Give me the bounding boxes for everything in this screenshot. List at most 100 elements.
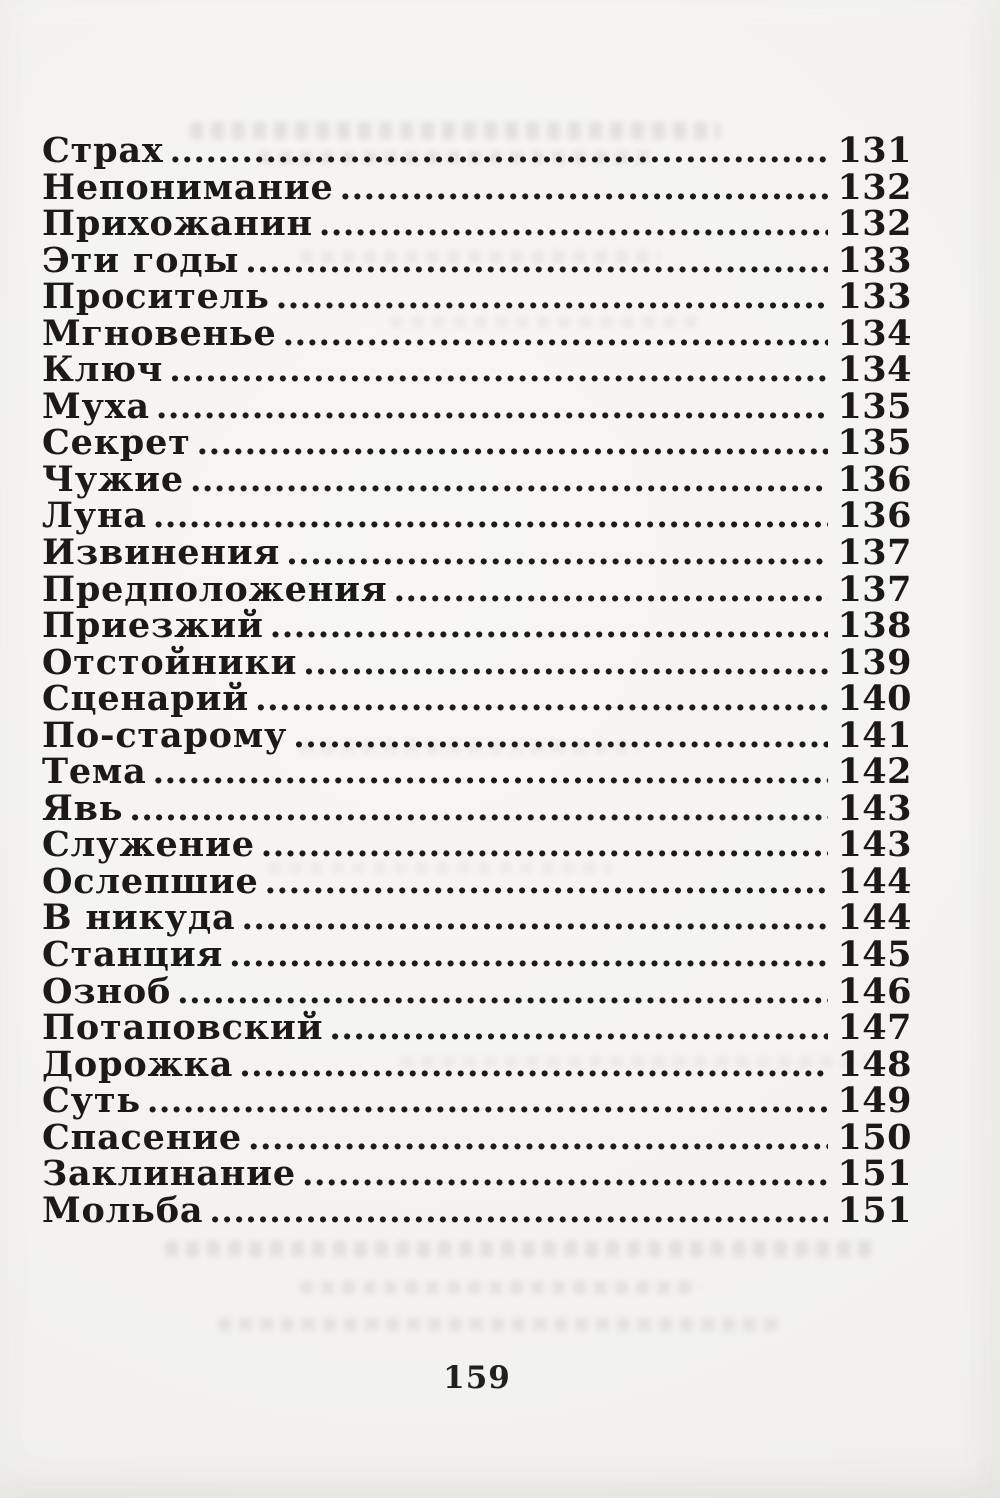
toc-entry: Прихожанин 132 xyxy=(42,206,912,243)
dot-leader xyxy=(255,681,828,718)
toc-entry-page: 144 xyxy=(837,897,912,939)
toc-entry-title: Эти годы xyxy=(42,239,240,281)
dot-leader xyxy=(239,1047,828,1084)
dot-leader xyxy=(129,791,828,828)
toc-entry-page: 134 xyxy=(837,312,912,354)
toc-entry: Извинения 137 xyxy=(42,532,912,574)
toc-entry-title: Суть xyxy=(42,1080,141,1122)
toc-list: Страх 131 Непонимание 132 Прихожанин 132… xyxy=(42,130,912,1231)
toc-entry: В никуда 144 xyxy=(42,900,912,937)
toc-entry: Станция 145 xyxy=(42,934,912,976)
toc-entry: Заклинание 151 xyxy=(42,1156,912,1193)
dot-leader xyxy=(293,718,828,755)
toc-entry: Служение 143 xyxy=(42,827,912,864)
toc-entry: Тема 142 xyxy=(42,754,912,791)
toc-entry-title: Мгновенье xyxy=(42,312,277,354)
toc-entry-title: Тема xyxy=(42,751,147,793)
toc-entry-page: 141 xyxy=(837,714,912,756)
toc-entry-title: Заклинание xyxy=(42,1153,296,1195)
toc-entry-page: 146 xyxy=(837,970,912,1012)
toc-entry-title: Извинения xyxy=(42,532,281,574)
toc-entry: Ослепшие 144 xyxy=(42,860,912,902)
toc-entry: Страх 131 xyxy=(42,130,912,171)
toc-entry: Муха 135 xyxy=(42,385,912,427)
toc-entry-page: 148 xyxy=(837,1043,912,1085)
toc-entry-page: 134 xyxy=(837,349,912,391)
dot-leader xyxy=(245,243,828,280)
toc-entry-title: По-старому xyxy=(42,714,288,756)
toc-entry: Отстойники 139 xyxy=(42,641,912,683)
toc-entry: Озноб 146 xyxy=(42,970,912,1012)
toc-entry: Предположения 137 xyxy=(42,568,912,610)
toc-entry-page: 144 xyxy=(837,860,912,902)
dot-leader xyxy=(302,1156,828,1193)
dot-leader xyxy=(177,974,828,1011)
toc-entry: По-старому 141 xyxy=(42,714,912,756)
toc-entry-title: Отстойники xyxy=(42,641,298,683)
toc-entry-title: Страх xyxy=(42,130,164,171)
toc-entry-page: 140 xyxy=(837,678,912,720)
dot-leader xyxy=(340,170,829,207)
toc-entry: Спасение 150 xyxy=(42,1116,912,1158)
toc-entry-title: Чужие xyxy=(42,458,184,500)
toc-entry-title: Приезжий xyxy=(42,605,264,647)
toc-entry-title: Дорожка xyxy=(42,1043,234,1085)
toc-entry: Эти годы 133 xyxy=(42,239,912,281)
toc-entry-title: В никуда xyxy=(42,897,236,939)
dot-leader xyxy=(303,645,828,682)
dot-leader xyxy=(209,1193,828,1230)
toc-entry: Сценарий 140 xyxy=(42,681,912,718)
dot-leader xyxy=(248,1120,828,1157)
toc-entry: Мгновенье 134 xyxy=(42,312,912,354)
dot-leader xyxy=(283,316,829,353)
toc-entry-title: Служение xyxy=(42,824,255,866)
toc-entry-title: Сценарий xyxy=(42,678,250,720)
dot-leader xyxy=(170,133,829,170)
dot-leader xyxy=(190,462,829,499)
toc-entry: Ключ 134 xyxy=(42,352,912,389)
toc-entry-page: 131 xyxy=(837,130,912,171)
toc-entry-page: 139 xyxy=(837,641,912,683)
toc-entry-title: Секрет xyxy=(42,422,191,464)
dot-leader xyxy=(153,754,829,791)
showthrough-streak xyxy=(165,1241,877,1257)
toc-entry-title: Непонимание xyxy=(42,166,334,208)
toc-entry-title: Предположения xyxy=(42,568,388,610)
toc-entry-page: 136 xyxy=(837,458,912,500)
toc-entry-title: Луна xyxy=(42,495,147,537)
toc-entry-page: 136 xyxy=(837,495,912,537)
toc-entry-page: 147 xyxy=(837,1007,912,1049)
toc-entry: Потаповский 147 xyxy=(42,1010,912,1047)
toc-entry: Приезжий 138 xyxy=(42,608,912,645)
toc-entry-page: 135 xyxy=(837,385,912,427)
dot-leader xyxy=(169,352,828,389)
toc-entry-title: Мольба xyxy=(42,1189,204,1231)
page-number: 159 xyxy=(443,1360,511,1396)
dot-leader xyxy=(329,1010,828,1047)
toc-entry-page: 132 xyxy=(837,203,912,245)
toc-entry: Проситель 133 xyxy=(42,279,912,316)
dot-leader xyxy=(286,535,828,572)
toc-entry-page: 145 xyxy=(837,934,912,976)
dot-leader xyxy=(229,937,828,974)
dot-leader xyxy=(153,498,829,535)
toc-entry-title: Потаповский xyxy=(42,1007,324,1049)
toc-entry-page: 137 xyxy=(837,532,912,574)
toc-entry: Луна 136 xyxy=(42,498,912,535)
toc-entry-title: Проситель xyxy=(42,276,270,318)
toc-entry: Суть 149 xyxy=(42,1083,912,1120)
toc-entry-page: 133 xyxy=(837,276,912,318)
toc-entry-page: 133 xyxy=(837,239,912,281)
toc-entry-title: Прихожанин xyxy=(42,203,313,245)
dot-leader xyxy=(270,608,829,645)
toc-entry-title: Явь xyxy=(42,787,124,829)
toc-entry-title: Муха xyxy=(42,385,150,427)
toc-entry-page: 150 xyxy=(837,1116,912,1158)
toc-entry-title: Станция xyxy=(42,934,224,976)
toc-entry-page: 132 xyxy=(837,166,912,208)
dot-leader xyxy=(319,206,829,243)
showthrough-streak xyxy=(300,1281,700,1294)
dot-leader xyxy=(156,389,829,426)
dot-leader xyxy=(147,1083,829,1120)
